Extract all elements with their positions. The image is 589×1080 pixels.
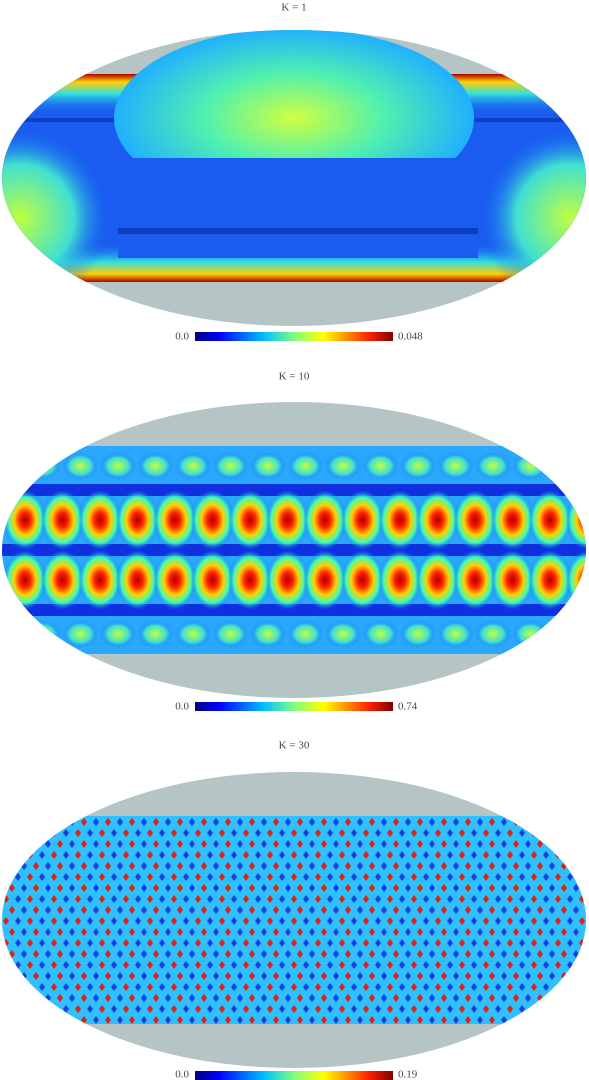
colorbar-min: 0.0 bbox=[175, 701, 189, 713]
colorbar-min: 0.0 bbox=[175, 331, 189, 343]
map bbox=[2, 446, 586, 654]
colorbar-min: 0.0 bbox=[175, 1069, 189, 1080]
panel-title: K = 10 bbox=[279, 371, 310, 383]
colorbar-max: 0.048 bbox=[398, 331, 423, 343]
map bbox=[2, 30, 586, 308]
colorbar bbox=[195, 332, 393, 341]
colorbar-max: 0.74 bbox=[398, 701, 418, 713]
panel-title: K = 30 bbox=[279, 740, 310, 752]
colorbar bbox=[195, 702, 393, 711]
map bbox=[2, 816, 586, 1024]
panel-title: K = 1 bbox=[281, 2, 306, 14]
colorbar bbox=[195, 1071, 393, 1080]
colorbar-max: 0.19 bbox=[398, 1069, 418, 1080]
